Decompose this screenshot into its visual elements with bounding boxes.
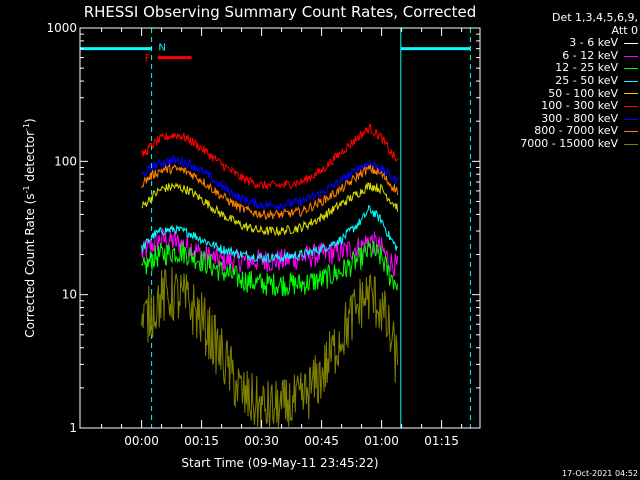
x-tick-label: 00:30 [244,434,279,448]
legend-label: 300 - 800 keV [541,111,618,125]
x-tick-label: 01:15 [424,434,459,448]
y-tick-label: 10 [62,288,77,302]
chart-title: RHESSI Observing Summary Count Rates, Co… [84,3,477,21]
legend-swatch [624,55,638,57]
legend-entry: 50 - 100 keV [478,86,638,101]
series-line-3 [141,205,398,264]
legend-label: 6 - 12 keV [562,48,618,62]
plot-frame [79,27,481,429]
legend-swatch [624,143,638,145]
night-band-label: N [158,43,165,54]
legend-entry: 12 - 25 keV [478,62,638,75]
series-line-2 [141,239,399,297]
series-line-5 [141,124,399,190]
legend-entry: 300 - 800 keV [478,111,638,126]
legend-label: 100 - 300 keV [541,99,618,113]
legend-entry: 25 - 50 keV [478,73,638,88]
legend-label: 25 - 50 keV [555,73,618,87]
x-tick-label: 00:00 [124,434,159,448]
series-line-8 [141,266,399,427]
legend-entry: 100 - 300 keV [478,100,638,113]
legend-label: 3 - 6 keV [569,36,618,50]
y-axis-label-sup2: -1 [22,123,31,131]
series-line-6 [141,154,399,212]
legend-label: 7000 - 15000 keV [520,136,618,150]
y-axis-label-mid: detector [23,131,37,186]
y-tick-label: 1 [69,421,77,435]
series-line-4 [141,181,399,237]
legend-entry: 7000 - 15000 keV [478,136,638,151]
legend-entry: 800 - 7000 keV [478,125,638,138]
y-tick-label: 100 [54,154,77,168]
series-line-7 [141,163,399,220]
axis-ticks: 00:00 00:15 00:30 00:45 01:00 01:15 1 10 100 1000 [46,21,480,448]
x-tick-label: 01:00 [364,434,399,448]
x-axis-label: Start Time (09-May-11 23:45:22) [181,456,378,470]
legend-entry: 3 - 6 keV [478,37,638,50]
x-tick-label: 00:45 [304,434,339,448]
chart-layers: NF [79,28,471,428]
y-tick-label: 1000 [46,21,77,35]
legend-entry: 6 - 12 keV [478,48,638,63]
legend-header-line1: Det 1,3,4,5,6,9, [551,11,638,24]
y-axis-label: Corrected Count Rate (s-1 detector-1) [22,118,37,337]
legend-swatch [624,131,638,133]
legend-swatch [624,93,638,95]
legend-header-line2: Att 0 [611,23,638,37]
y-axis-label-main: Corrected Count Rate (s [23,193,37,337]
legend-swatch [624,42,638,44]
y-axis-label-end: ) [23,118,37,123]
legend-swatch [624,80,638,82]
legend-label: 800 - 7000 keV [534,124,618,138]
legend: Det 1,3,4,5,6,9, Att 0 3 - 6 keV 6 - 12 k… [478,11,638,151]
legend-label: 50 - 100 keV [548,86,618,100]
y-axis-label-sup1: -1 [22,185,31,193]
legend-swatch [624,68,638,70]
flare-band-label: F [145,54,151,65]
x-tick-label: 00:15 [184,434,219,448]
legend-label: 12 - 25 keV [555,61,618,75]
legend-rows: 3 - 6 keV 6 - 12 keV 12 - 25 keV 25 - 50 ke… [478,37,638,150]
timestamp: 17-Oct-2021 04:52 [562,469,638,478]
legend-swatch [624,118,638,120]
legend-swatch [624,105,638,107]
